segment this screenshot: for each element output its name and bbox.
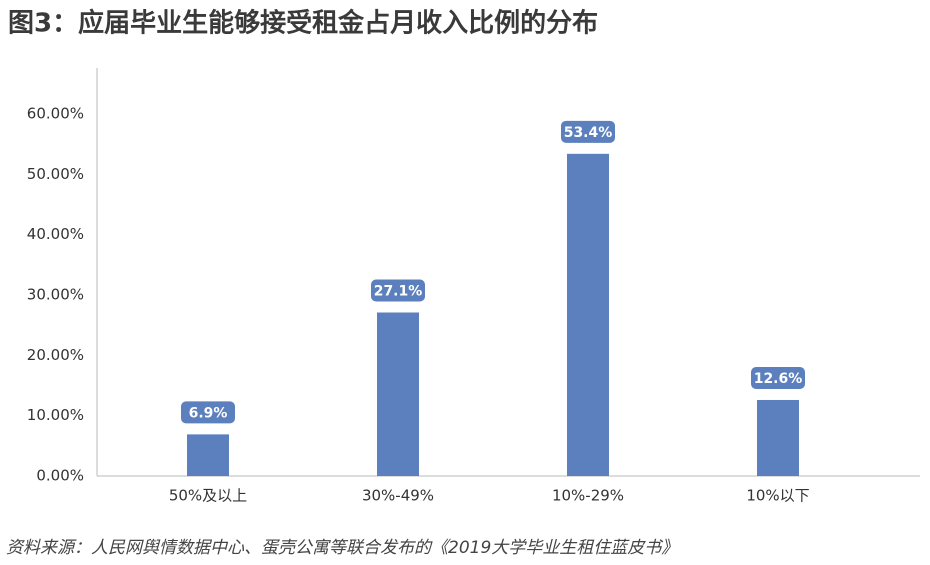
y-tick-label: 60.00% [27, 105, 84, 123]
value-label: 27.1% [374, 283, 423, 299]
bar [757, 399, 799, 476]
y-tick-label: 30.00% [27, 286, 84, 304]
value-label: 6.9% [189, 405, 228, 421]
source-note: 资料来源：人民网舆情数据中心、蛋壳公寓等联合发布的《2019大学毕业生租住蓝皮书… [6, 538, 678, 558]
value-label: 12.6% [754, 371, 803, 387]
value-label-box [561, 120, 615, 143]
x-tick-label: 50%及以上 [169, 487, 247, 505]
y-tick-label: 0.00% [36, 467, 84, 485]
chart-title: 图3：应届毕业生能够接受租金占月收入比例的分布 [8, 8, 598, 39]
y-tick-label: 20.00% [27, 346, 84, 364]
y-tick-label: 10.00% [27, 406, 84, 424]
x-tick-label: 10%-29% [552, 487, 624, 505]
x-tick-label: 10%以下 [746, 487, 809, 505]
bar [187, 434, 229, 476]
y-tick-label: 50.00% [27, 165, 84, 183]
value-label-box [181, 401, 235, 424]
x-tick-label: 30%-49% [362, 487, 434, 505]
bar [567, 153, 609, 476]
value-label: 53.4% [564, 125, 613, 141]
bar [377, 312, 419, 476]
value-label-box [371, 279, 425, 302]
y-tick-label: 40.00% [27, 225, 84, 243]
value-label-box [751, 366, 805, 389]
